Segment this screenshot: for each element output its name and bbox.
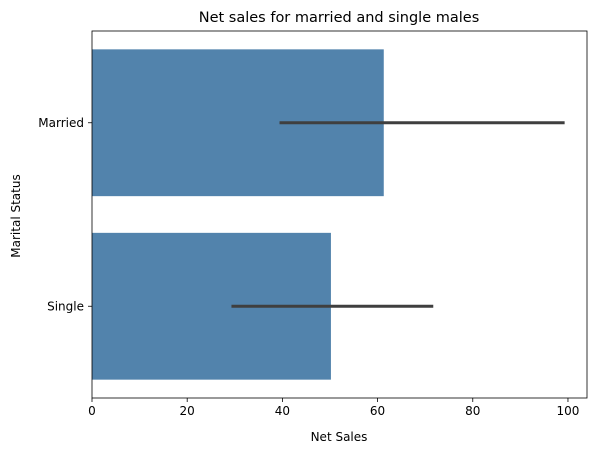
y-tick-label-single: Single [47,299,84,313]
x-tick-label-20: 20 [180,404,195,418]
x-tick-label-0: 0 [88,404,96,418]
y-axis-label: Marital Status [9,174,23,257]
x-tick-label-40: 40 [275,404,290,418]
x-axis-label: Net Sales [311,430,368,444]
x-tick-label-60: 60 [370,404,385,418]
axes-frame [91,30,588,399]
y-tick-label-married: Married [38,116,84,130]
chart-title: Net sales for married and single males [199,10,480,26]
plot-area: Married Single 0 20 40 60 80 100 [38,30,588,418]
x-tick-label-100: 100 [557,404,580,418]
x-tick-label-80: 80 [465,404,480,418]
